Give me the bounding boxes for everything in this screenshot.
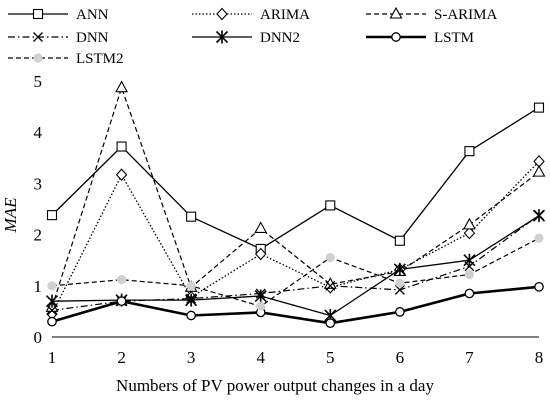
data-point-arima [254,247,267,261]
legend-marker-lstm [391,32,401,42]
legend-marker-ann [32,8,44,20]
data-point-ann [394,235,405,246]
x-tick-label: 3 [187,348,196,367]
data-point-lstm [47,316,57,327]
series-line-s-arima [51,87,540,308]
data-point-lstm [116,296,127,307]
legend-marker-dnn [33,32,43,42]
data-point-ann [325,200,336,211]
data-point-dnn2 [45,294,59,308]
data-point-ann [464,146,475,157]
series-line-lstm2 [51,237,540,307]
data-point-dnn2 [463,253,476,267]
data-point-dnn [47,305,57,316]
y-tick-label: 5 [34,72,43,91]
legend-item-arima: ARIMA [192,7,310,23]
x-tick-label: 2 [117,348,126,367]
x-tick-labels: 1 2 3 4 5 6 7 8 [48,348,544,367]
data-point-s-arima [462,217,476,230]
data-point-s-arima [532,164,546,177]
series-line-lstm [51,285,540,325]
legend-item-lstm: LSTM [366,30,474,46]
legend-item-s-arima: S-ARIMA [366,6,498,23]
data-point-lstm2 [256,301,266,311]
data-point-s-arima [115,80,129,93]
y-tick-labels: 0 1 2 3 4 5 [34,72,43,347]
legend-label-lstm: LSTM [434,30,474,46]
series-lines [51,87,540,325]
series-line-ann [51,107,540,250]
x-tick-label: 4 [256,348,265,367]
legend-marker-dnn2 [215,30,229,44]
legend-marker-s-arima [389,6,403,19]
data-point-dnn2 [254,289,267,303]
y-tick-label: 4 [34,123,43,142]
data-point-dnn2 [532,209,546,223]
data-point-ann [116,141,127,152]
data-point-lstm2 [464,269,475,280]
series-markers [45,80,546,329]
y-tick-label: 0 [34,328,43,347]
data-point-ann [46,210,58,221]
data-point-lstm2 [395,278,405,288]
data-point-lstm2 [325,253,335,263]
series-line-dnn [51,214,540,311]
y-tick-label: 2 [34,226,43,245]
x-tick-label: 8 [535,348,544,367]
legend-marker-lstm2 [33,53,43,63]
legend-label-ann: ANN [76,7,109,23]
data-point-s-arima [254,221,268,234]
data-point-lstm [464,288,475,299]
legend-item-dnn2: DNN2 [192,30,300,46]
legend-label-dnn2: DNN2 [260,30,300,46]
legend-label-s-arima: S-ARIMA [434,7,498,23]
data-point-dnn [394,284,405,295]
legend: ANN ARIMA S-ARIMA DNN DNN2 LSTM LSTM2 [8,6,498,67]
x-axis-title: Numbers of PV power output changes in a … [116,376,434,395]
legend-item-lstm2: LSTM2 [8,51,124,67]
y-tick-label: 1 [34,277,43,296]
series-line-dnn2 [51,215,540,317]
legend-label-dnn: DNN [76,30,109,46]
data-point-arima [115,168,128,182]
legend-marker-arima [216,7,228,21]
data-point-dnn2 [393,262,406,276]
legend-item-ann: ANN [8,7,109,23]
data-point-dnn2 [185,293,198,307]
data-point-ann [533,102,545,113]
data-point-lstm [325,318,336,329]
legend-item-dnn: DNN [8,30,109,46]
x-tick-label: 1 [48,348,57,367]
x-tick-label: 7 [465,348,474,367]
data-point-lstm2 [47,281,57,291]
data-point-ann [186,211,197,222]
data-point-dnn [325,280,336,291]
data-point-arima [463,226,476,240]
y-tick-label: 3 [34,174,43,193]
legend-label-lstm2: LSTM2 [76,51,124,67]
data-point-lstm [534,281,544,292]
y-axis-title: MAE [1,197,20,234]
x-tick-label: 6 [396,348,405,367]
data-point-lstm2 [186,281,196,291]
series-line-arima [51,160,540,315]
data-point-lstm [186,310,196,321]
legend-label-arima: ARIMA [260,7,310,23]
data-point-lstm2 [116,275,127,285]
data-point-lstm2 [534,233,544,243]
x-tick-label: 5 [326,348,335,367]
data-point-lstm [395,307,405,317]
